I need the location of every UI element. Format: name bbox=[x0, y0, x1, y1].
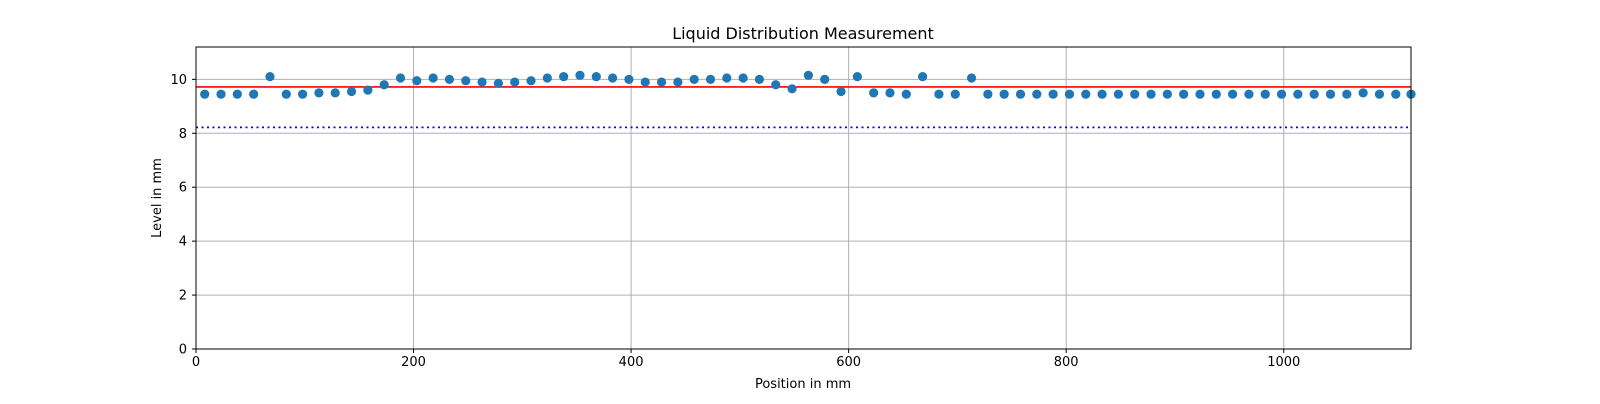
data-point bbox=[200, 89, 210, 99]
data-point bbox=[510, 77, 520, 87]
data-point bbox=[297, 89, 308, 99]
data-point bbox=[1113, 89, 1123, 99]
y-tick-label: 2 bbox=[179, 289, 187, 304]
x-tick-label: 0 bbox=[192, 355, 200, 370]
data-points bbox=[200, 70, 1416, 99]
x-tick-label: 800 bbox=[1054, 355, 1079, 370]
data-point bbox=[738, 73, 748, 83]
data-point bbox=[901, 89, 911, 99]
data-point bbox=[216, 89, 226, 99]
data-point bbox=[363, 85, 373, 95]
data-point bbox=[722, 73, 732, 83]
y-tick-label: 4 bbox=[179, 235, 187, 250]
data-point bbox=[1358, 88, 1368, 98]
data-point bbox=[1130, 89, 1140, 99]
data-point bbox=[852, 72, 862, 82]
y-axis-label: Level in mm bbox=[150, 158, 165, 238]
data-point bbox=[428, 73, 438, 83]
data-point bbox=[1032, 89, 1042, 99]
data-point bbox=[1260, 89, 1270, 99]
data-point bbox=[575, 70, 585, 80]
data-point bbox=[1195, 89, 1205, 99]
data-point bbox=[346, 86, 357, 97]
reference-lines bbox=[196, 86, 1411, 129]
data-point bbox=[771, 80, 781, 90]
data-point bbox=[1146, 89, 1156, 99]
data-point bbox=[493, 78, 503, 89]
data-point bbox=[705, 74, 716, 84]
data-point bbox=[1015, 89, 1026, 99]
plot-frame bbox=[195, 46, 1412, 350]
data-point bbox=[591, 72, 601, 82]
data-point bbox=[885, 88, 895, 98]
data-point bbox=[1309, 89, 1319, 99]
x-tick-label: 200 bbox=[401, 355, 426, 370]
data-point bbox=[1244, 89, 1254, 99]
data-point bbox=[950, 89, 960, 99]
data-point bbox=[265, 72, 275, 82]
data-point bbox=[1293, 89, 1303, 99]
data-point bbox=[1162, 89, 1172, 99]
y-tick-label: 0 bbox=[179, 343, 187, 358]
data-point bbox=[1211, 89, 1221, 99]
data-point bbox=[281, 89, 291, 99]
data-point bbox=[640, 77, 650, 87]
data-point bbox=[526, 76, 536, 86]
y-tick-label: 6 bbox=[179, 181, 187, 196]
data-point bbox=[379, 80, 389, 90]
data-point bbox=[869, 88, 879, 98]
data-point bbox=[1374, 89, 1385, 99]
data-point bbox=[1325, 89, 1336, 99]
data-point bbox=[412, 76, 422, 86]
data-point bbox=[1179, 89, 1189, 99]
data-point bbox=[395, 73, 406, 83]
data-point bbox=[1391, 89, 1401, 99]
data-point bbox=[999, 89, 1009, 99]
data-point bbox=[608, 73, 618, 83]
data-point bbox=[444, 74, 455, 84]
x-tick-label: 600 bbox=[836, 355, 861, 370]
data-point bbox=[1276, 89, 1287, 99]
data-point bbox=[1342, 89, 1352, 99]
y-tick-label: 10 bbox=[170, 73, 187, 88]
data-point bbox=[673, 77, 683, 87]
x-axis-label: Position in mm bbox=[755, 377, 851, 392]
data-point bbox=[966, 73, 977, 83]
data-point bbox=[820, 74, 830, 84]
data-point bbox=[836, 86, 846, 97]
y-tick-label: 8 bbox=[179, 127, 187, 142]
data-point bbox=[1081, 89, 1091, 99]
data-point bbox=[1064, 89, 1075, 99]
data-point bbox=[803, 70, 813, 80]
data-point bbox=[559, 72, 569, 82]
data-point bbox=[249, 89, 259, 99]
data-point bbox=[934, 89, 944, 99]
tick-layer: 0 200 400 600 800 1000 0 2 4 6 8 10 bbox=[170, 73, 1300, 370]
data-point bbox=[477, 77, 487, 87]
data-point bbox=[1097, 89, 1107, 99]
data-point bbox=[689, 74, 699, 84]
data-point bbox=[656, 77, 667, 87]
chart-title: Liquid Distribution Measurement bbox=[672, 24, 934, 43]
data-point bbox=[1228, 89, 1238, 99]
data-point bbox=[624, 74, 634, 84]
data-point bbox=[983, 89, 993, 99]
data-point bbox=[314, 88, 324, 98]
data-point bbox=[461, 76, 471, 86]
data-point bbox=[918, 72, 928, 82]
data-point bbox=[1048, 89, 1058, 99]
data-point bbox=[787, 84, 797, 94]
data-point bbox=[542, 73, 552, 83]
x-tick-label: 1000 bbox=[1267, 355, 1300, 370]
data-point bbox=[754, 74, 765, 84]
data-point bbox=[232, 89, 242, 99]
x-tick-label: 400 bbox=[619, 355, 644, 370]
data-point bbox=[330, 88, 340, 98]
